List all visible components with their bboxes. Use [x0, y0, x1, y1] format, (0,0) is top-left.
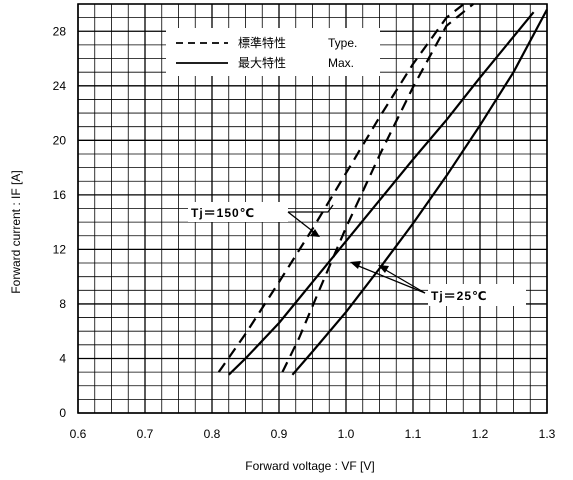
y-tick-label: 8: [59, 297, 66, 311]
legend-type-label-ja: 標準特性: [238, 35, 286, 50]
legend-max-label-ja: 最大特性: [238, 55, 286, 70]
plot-frame: [77, 3, 548, 414]
legend: 標準特性 Type. 最大特性 Max.: [166, 28, 380, 76]
series-line-solid-tj150: [227, 11, 535, 376]
x-tick-label: 1.2: [472, 427, 489, 441]
annotation-tj25-leader-a: [355, 264, 426, 294]
legend-max-label: Max.: [328, 56, 354, 70]
annotation-tj150-background: [188, 202, 288, 222]
x-tick-label: 0.9: [271, 427, 288, 441]
legend-background: [166, 28, 380, 76]
series-line-solid-tj25: [291, 8, 548, 376]
annotation-tj25-arrowhead-b: [378, 265, 389, 273]
series-line-dashed-tj25: [281, 3, 474, 373]
x-tick-label: 0.8: [204, 427, 221, 441]
plot-border: [77, 3, 548, 414]
annotation-tj25: Tj＝25℃: [350, 261, 526, 306]
y-tick-label: 24: [53, 79, 67, 93]
x-tick-label: 0.6: [70, 427, 87, 441]
x-tick-label: 1.0: [338, 427, 355, 441]
annotation-tj150-label: Tj＝150℃: [191, 206, 255, 220]
annotation-tj25-background: [428, 284, 526, 306]
annotation-tj150: Tj＝150℃: [188, 202, 334, 237]
annotation-tj150-leader: [288, 204, 334, 213]
series-group: [217, 3, 548, 376]
y-tick-labels: 0 4 8 12 16 20 24 28: [53, 24, 67, 420]
x-tick-labels: 0.6 0.7 0.8 0.9 1.0 1.1 1.2 1.3: [70, 427, 556, 441]
y-tick-label: 28: [53, 24, 67, 38]
x-tick-label: 0.7: [137, 427, 154, 441]
y-tick-label: 20: [53, 133, 67, 147]
annotation-tj150-arrow: [287, 211, 316, 234]
y-tick-label: 16: [53, 188, 67, 202]
legend-type-label: Type.: [328, 36, 357, 50]
x-tick-label: 1.1: [405, 427, 422, 441]
x-axis-title: Forward voltage : VF [V]: [245, 459, 374, 473]
annotation-tj25-leader-b: [383, 268, 426, 294]
y-tick-label: 0: [59, 406, 66, 420]
x-tick-label: 1.3: [539, 427, 556, 441]
series-line-dashed-tj150: [217, 3, 465, 373]
annotation-tj25-label: Tj＝25℃: [431, 289, 488, 303]
annotation-tj25-arrowhead-a: [350, 261, 361, 269]
annotation-tj150-arrowhead: [310, 229, 320, 237]
y-tick-label: 12: [53, 242, 67, 256]
y-axis-title: Forward current : IF [A]: [9, 170, 23, 293]
y-tick-label: 4: [59, 351, 66, 365]
